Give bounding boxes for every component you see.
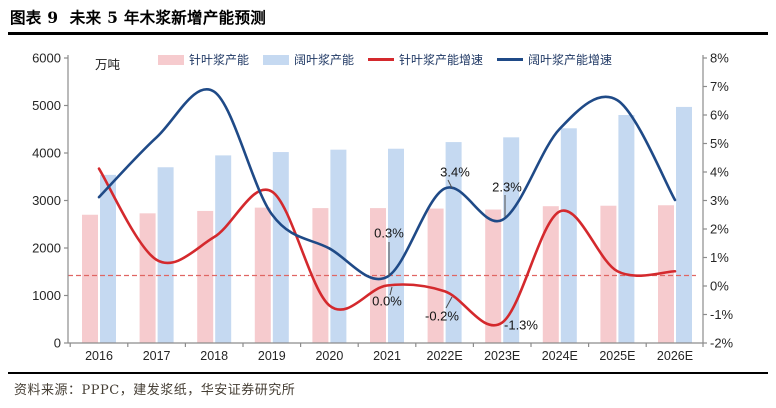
svg-text:5000: 5000 [32, 98, 61, 113]
svg-text:0: 0 [54, 336, 61, 351]
svg-text:2018: 2018 [200, 349, 228, 363]
svg-text:2016: 2016 [85, 349, 113, 363]
legend-label: 针叶浆产能 [188, 53, 249, 67]
legend-label: 针叶浆产能增速 [399, 53, 484, 67]
legend-item-hardwood-growth: 阔叶浆产能增速 [497, 51, 612, 68]
legend-item-softwood-growth: 针叶浆产能增速 [368, 51, 483, 68]
data-label: -1.3% [504, 317, 538, 333]
svg-text:4%: 4% [710, 165, 729, 180]
legend-item-hardwood-capacity: 阔叶浆产能 [262, 51, 354, 68]
red-line-swatch-icon [368, 58, 394, 61]
svg-text:2020: 2020 [315, 349, 343, 363]
svg-text:2000: 2000 [32, 241, 61, 256]
svg-text:2024E: 2024E [542, 349, 578, 363]
title-divider [8, 32, 768, 35]
svg-text:6%: 6% [710, 108, 729, 123]
svg-text:5%: 5% [710, 136, 729, 151]
svg-text:2023E: 2023E [484, 349, 520, 363]
svg-text:0%: 0% [710, 279, 729, 294]
data-label: -0.2% [425, 308, 459, 324]
chart-canvas: 0 1000 2000 3000 4000 5000 6000 -2% -1% 0% 1% 2% 3% 4… [32, 51, 734, 364]
pink-bar-swatch-icon [157, 54, 184, 65]
figure-title: 图表 9 未来 5 年木浆新增产能预测 [10, 8, 267, 27]
svg-text:8%: 8% [710, 51, 729, 66]
data-label: 2.3% [492, 179, 522, 195]
svg-text:2025E: 2025E [599, 349, 635, 363]
footer-divider [8, 372, 768, 374]
svg-text:7%: 7% [710, 79, 729, 94]
svg-text:2017: 2017 [143, 349, 171, 363]
legend-label: 阔叶浆产能 [293, 53, 354, 67]
legend-label: 阔叶浆产能增速 [528, 53, 613, 67]
legend-item-softwood-capacity: 针叶浆产能 [157, 51, 249, 68]
svg-text:2%: 2% [710, 222, 729, 237]
data-label: 0.0% [372, 293, 402, 309]
left-axis-unit-label: 万吨 [95, 57, 121, 72]
svg-text:6000: 6000 [32, 51, 61, 66]
svg-text:2019: 2019 [258, 349, 286, 363]
data-label: 0.3% [374, 225, 404, 241]
svg-text:2022E: 2022E [427, 349, 463, 363]
svg-text:1%: 1% [710, 250, 729, 265]
svg-text:3000: 3000 [32, 193, 61, 208]
chart-legend: 针叶浆产能 阔叶浆产能 针叶浆产能增速 阔叶浆产能增速 [68, 51, 702, 68]
chart-area: 0 1000 2000 3000 4000 5000 6000 -2% -1% 0% 1% 2% 3% 4… [0, 38, 776, 368]
svg-text:1000: 1000 [32, 288, 61, 303]
svg-text:-1%: -1% [710, 307, 734, 322]
svg-text:-2%: -2% [710, 336, 734, 351]
data-label: 3.4% [440, 164, 470, 180]
svg-text:2021: 2021 [373, 349, 401, 363]
svg-text:2026E: 2026E [657, 349, 693, 363]
svg-text:3%: 3% [710, 193, 729, 208]
source-note: 资料来源：PPPC，建发浆纸，华安证券研究所 [14, 383, 296, 398]
navy-line-swatch-icon [497, 58, 524, 61]
blue-bar-swatch-icon [262, 54, 289, 65]
svg-text:4000: 4000 [32, 146, 61, 161]
